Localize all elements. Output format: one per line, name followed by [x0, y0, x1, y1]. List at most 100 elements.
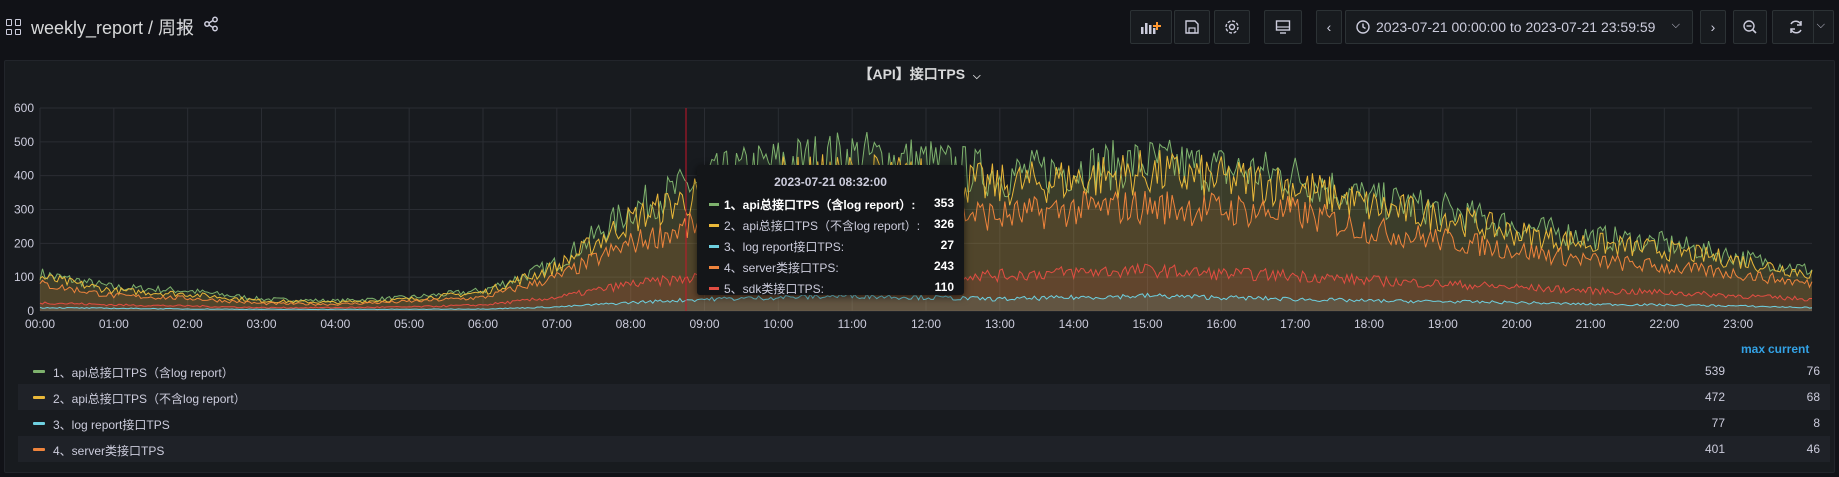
- y-tick-label: 100: [14, 270, 34, 284]
- zoom-out-button[interactable]: [1733, 10, 1767, 44]
- x-tick-label: 17:00: [1280, 317, 1310, 331]
- tooltip-value: 243: [933, 259, 954, 273]
- x-tick-label: 20:00: [1502, 317, 1532, 331]
- panel-title[interactable]: 【API】接口TPS ⌵: [0, 64, 1839, 84]
- legend-current: 46: [1806, 442, 1820, 456]
- tooltip-swatch: [709, 224, 719, 227]
- legend-label: 4、server类接口TPS: [53, 444, 165, 458]
- tooltip-row: 3、log report接口TPS: 27: [709, 238, 954, 256]
- gear-icon: [1225, 20, 1239, 34]
- chevron-left-icon: ‹: [1326, 19, 1332, 35]
- legend-max: 472: [1704, 390, 1725, 404]
- time-range-label: 2023-07-21 00:00:00 to 2023-07-21 23:59:…: [1376, 19, 1656, 35]
- x-tick-label: 22:00: [1649, 317, 1679, 331]
- legend-label: 1、api总接口TPS（含log report）: [53, 366, 234, 380]
- x-tick-label: 04:00: [320, 317, 350, 331]
- y-tick-label: 500: [14, 135, 34, 149]
- legend-row[interactable]: 4、server类接口TPS 401 46: [18, 436, 1830, 462]
- panel-title-text: 【API】接口TPS: [858, 66, 966, 82]
- hover-tooltip: 2023-07-21 08:32:00 1、api总接口TPS（含log rep…: [697, 165, 964, 298]
- x-tick-label: 21:00: [1575, 317, 1605, 331]
- legend-header-max[interactable]: max: [1741, 342, 1766, 356]
- x-tick-label: 15:00: [1132, 317, 1162, 331]
- tooltip-row: 4、server类接口TPS: 243: [709, 259, 954, 277]
- legend-swatch: [33, 370, 45, 373]
- x-tick-label: 05:00: [394, 317, 424, 331]
- x-tick-label: 06:00: [468, 317, 498, 331]
- share-icon[interactable]: [201, 16, 221, 36]
- tooltip-label: 5、sdk类接口TPS:: [724, 282, 825, 296]
- chevron-down-icon: ⌵: [1671, 19, 1680, 31]
- tooltip-value: 326: [933, 217, 954, 231]
- x-tick-label: 08:00: [616, 317, 646, 331]
- legend-header-current[interactable]: current: [1768, 342, 1810, 356]
- x-tick-label: 10:00: [763, 317, 793, 331]
- star-icon[interactable]: ☆: [177, 16, 193, 35]
- legend-current: 68: [1806, 390, 1820, 404]
- tooltip-value: 27: [940, 238, 954, 252]
- x-tick-label: 11:00: [838, 317, 867, 331]
- tooltip-row: 5、sdk类接口TPS: 110: [709, 280, 954, 298]
- dashboard-header: weekly_report / 周报 ☆ ‹ 2023-07-21 00:00:…: [0, 0, 1839, 56]
- dashboard-grid-icon[interactable]: [6, 19, 22, 35]
- tooltip-label: 3、log report接口TPS:: [724, 240, 845, 254]
- legend-row[interactable]: 1、api总接口TPS（含log report） 539 76: [18, 358, 1830, 384]
- refresh-button[interactable]: ⌵: [1772, 10, 1834, 44]
- save-dashboard-button[interactable]: [1174, 10, 1210, 44]
- x-tick-label: 16:00: [1206, 317, 1236, 331]
- legend-swatch: [33, 448, 45, 451]
- chevron-right-icon: ›: [1710, 19, 1716, 35]
- legend-swatch: [33, 396, 45, 399]
- y-tick-label: 0: [27, 304, 34, 318]
- x-tick-label: 19:00: [1428, 317, 1458, 331]
- x-tick-label: 14:00: [1059, 317, 1089, 331]
- refresh-icon: [1790, 20, 1802, 34]
- legend-label: 2、api总接口TPS（不含log report）: [53, 392, 246, 406]
- x-tick-label: 02:00: [173, 317, 203, 331]
- x-tick-label: 12:00: [911, 317, 941, 331]
- time-range-back-button[interactable]: ‹: [1316, 10, 1342, 44]
- legend-max: 77: [1711, 416, 1725, 430]
- y-tick-label: 600: [14, 101, 34, 115]
- y-tick-label: 200: [14, 236, 34, 250]
- legend-max: 539: [1704, 364, 1725, 378]
- y-tick-label: 300: [14, 203, 34, 217]
- zoom-out-icon: [1743, 20, 1757, 34]
- add-panel-button[interactable]: [1130, 10, 1172, 44]
- legend-max: 401: [1704, 442, 1725, 456]
- tooltip-label: 4、server类接口TPS:: [724, 261, 839, 275]
- tooltip-swatch: [709, 203, 719, 206]
- x-tick-label: 07:00: [542, 317, 572, 331]
- dashboard-settings-button[interactable]: [1214, 10, 1250, 44]
- dashboard-title[interactable]: weekly_report / 周报: [31, 18, 195, 38]
- series-area: [40, 293, 1812, 311]
- legend-row[interactable]: 2、api总接口TPS（不含log report） 472 68: [18, 384, 1830, 410]
- legend-current: 8: [1813, 416, 1820, 430]
- series-line: [39, 292, 1813, 311]
- legend-label: 3、log report接口TPS: [53, 418, 170, 432]
- x-tick-label: 18:00: [1354, 317, 1384, 331]
- y-axis: 0 100 200 300 400 500 600: [14, 101, 34, 318]
- legend-swatch: [33, 422, 45, 425]
- monitor-icon: [1275, 20, 1291, 34]
- x-tick-label: 01:00: [99, 317, 129, 331]
- add-panel-icon: [1141, 22, 1161, 34]
- x-axis: 00:00 01:00 02:00 03:00 04:00 05:00 06:00 07:00…: [25, 317, 1754, 331]
- clock-icon: [1356, 20, 1370, 34]
- tooltip-swatch: [709, 266, 719, 269]
- tooltip-time: 2023-07-21 08:32:00: [774, 175, 887, 189]
- tooltip-label: 2、api总接口TPS（不含log report）:: [724, 219, 921, 233]
- time-range-forward-button[interactable]: ›: [1700, 10, 1726, 44]
- time-range-picker[interactable]: 2023-07-21 00:00:00 to 2023-07-21 23:59:…: [1345, 10, 1693, 44]
- legend-current: 76: [1806, 364, 1820, 378]
- x-tick-label: 23:00: [1723, 317, 1753, 331]
- legend-row[interactable]: 3、log report接口TPS 77 8: [18, 410, 1830, 436]
- cycle-view-mode-button[interactable]: [1264, 10, 1302, 44]
- tooltip-row: 2、api总接口TPS（不含log report）: 326: [709, 217, 954, 235]
- x-tick-label: 09:00: [689, 317, 719, 331]
- tooltip-value: 353: [933, 196, 954, 210]
- x-tick-label: 03:00: [246, 317, 276, 331]
- x-tick-label: 13:00: [985, 317, 1015, 331]
- x-tick-label: 00:00: [25, 317, 55, 331]
- tooltip-value: 110: [934, 280, 954, 294]
